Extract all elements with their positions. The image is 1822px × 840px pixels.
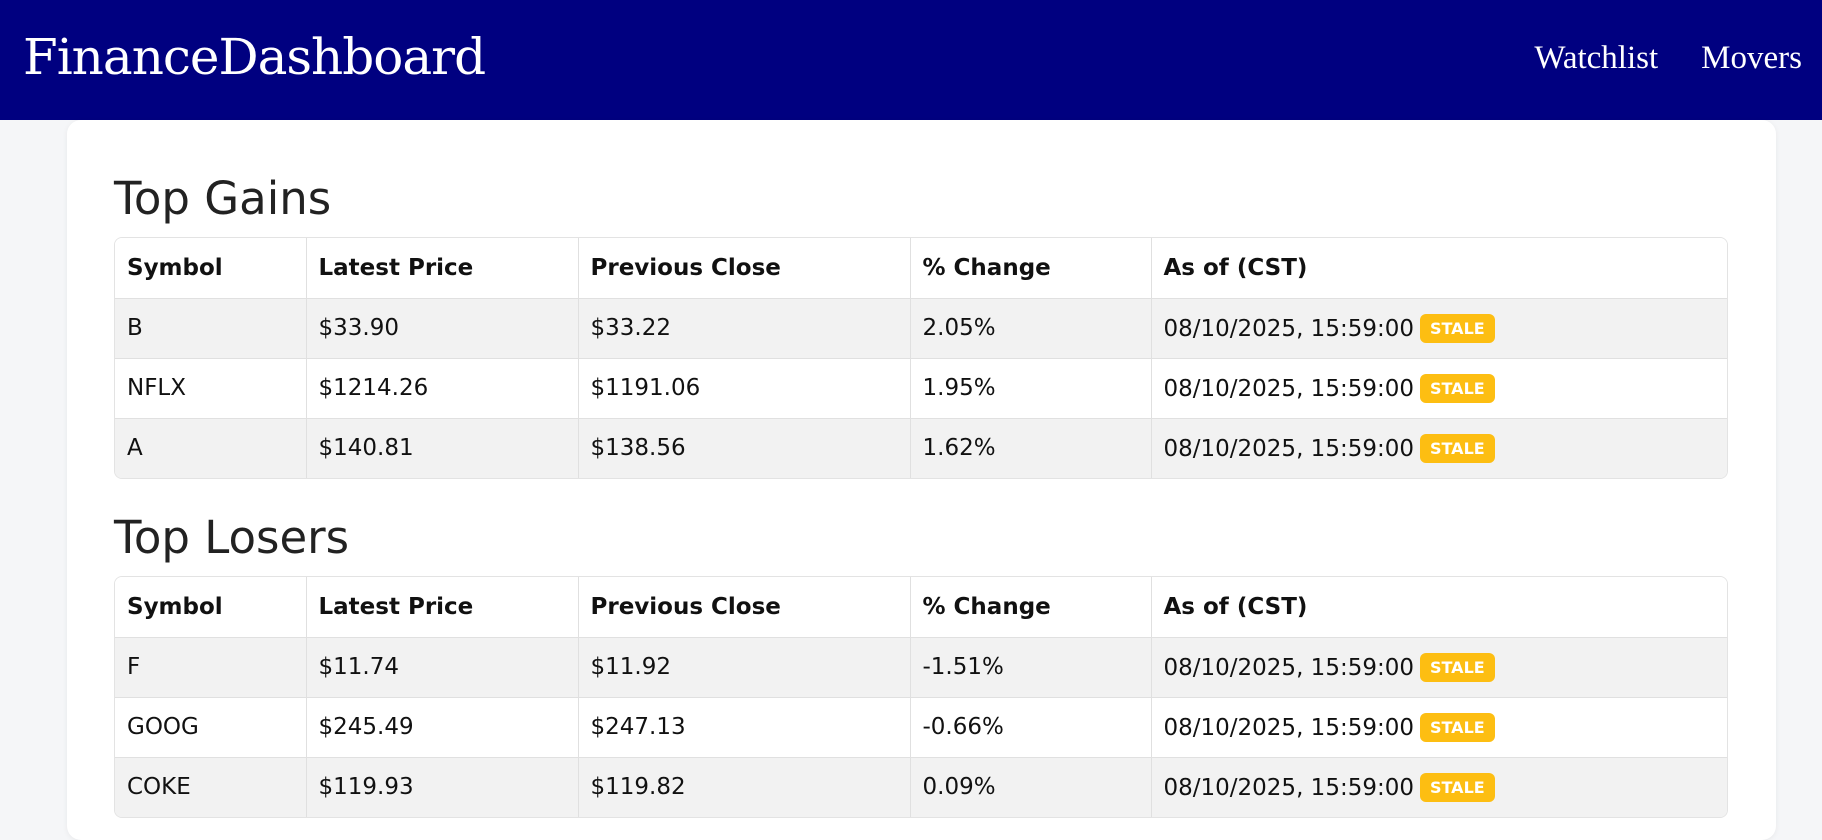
top-losers-table: Symbol Latest Price Previous Close % Cha… [114, 576, 1728, 818]
cell-latest-price: $11.74 [306, 637, 579, 698]
cell-previous-close: $33.22 [578, 298, 911, 359]
table-row: A $140.81 $138.56 1.62% 08/10/2025, 15:5… [115, 418, 1727, 478]
cell-latest-price: $1214.26 [306, 358, 579, 419]
cell-symbol: GOOG [115, 697, 307, 758]
cell-change: 1.62% [910, 418, 1152, 478]
as-of-text: 08/10/2025, 15:59:00 [1163, 435, 1414, 462]
table-row: F $11.74 $11.92 -1.51% 08/10/2025, 15:59… [115, 637, 1727, 698]
nav-link-movers[interactable]: Movers [1701, 39, 1802, 76]
column-header-as-of: As of (CST) [1151, 238, 1727, 299]
as-of-text: 08/10/2025, 15:59:00 [1163, 375, 1414, 402]
top-gains-table: Symbol Latest Price Previous Close % Cha… [114, 237, 1728, 479]
table-row: GOOG $245.49 $247.13 -0.66% 08/10/2025, … [115, 697, 1727, 758]
column-header-latest-price: Latest Price [306, 577, 579, 638]
as-of-text: 08/10/2025, 15:59:00 [1163, 774, 1414, 801]
cell-symbol: COKE [115, 757, 307, 817]
column-header-previous-close: Previous Close [578, 238, 911, 299]
cell-previous-close: $1191.06 [578, 358, 911, 419]
table-row: B $33.90 $33.22 2.05% 08/10/2025, 15:59:… [115, 298, 1727, 359]
cell-symbol: NFLX [115, 358, 307, 419]
cell-as-of: 08/10/2025, 15:59:00 STALE [1151, 358, 1727, 419]
cell-symbol: F [115, 637, 307, 698]
cell-as-of: 08/10/2025, 15:59:00 STALE [1151, 637, 1727, 698]
top-gains-title: Top Gains [114, 172, 332, 225]
column-header-symbol: Symbol [115, 238, 307, 299]
cell-change: -0.66% [910, 697, 1152, 758]
main-card: Top Gains Symbol Latest Price Previous C… [67, 120, 1776, 840]
stale-badge: STALE [1419, 313, 1495, 343]
table-header-row: Symbol Latest Price Previous Close % Cha… [115, 238, 1727, 299]
column-header-change: % Change [910, 238, 1152, 299]
as-of-text: 08/10/2025, 15:59:00 [1163, 654, 1414, 681]
cell-change: 1.95% [910, 358, 1152, 419]
cell-latest-price: $245.49 [306, 697, 579, 758]
cell-previous-close: $11.92 [578, 637, 911, 698]
cell-latest-price: $140.81 [306, 418, 579, 478]
cell-as-of: 08/10/2025, 15:59:00 STALE [1151, 757, 1727, 817]
nav-links: Watchlist Movers [1534, 40, 1802, 77]
column-header-change: % Change [910, 577, 1152, 638]
as-of-text: 08/10/2025, 15:59:00 [1163, 714, 1414, 741]
cell-latest-price: $33.90 [306, 298, 579, 359]
stale-badge: STALE [1419, 433, 1495, 463]
cell-previous-close: $247.13 [578, 697, 911, 758]
stale-badge: STALE [1419, 373, 1495, 403]
cell-change: -1.51% [910, 637, 1152, 698]
cell-previous-close: $119.82 [578, 757, 911, 817]
brand-title[interactable]: FinanceDashboard [23, 28, 486, 86]
cell-as-of: 08/10/2025, 15:59:00 STALE [1151, 298, 1727, 359]
table-header-row: Symbol Latest Price Previous Close % Cha… [115, 577, 1727, 638]
column-header-symbol: Symbol [115, 577, 307, 638]
cell-symbol: B [115, 298, 307, 359]
as-of-text: 08/10/2025, 15:59:00 [1163, 315, 1414, 342]
nav-link-watchlist[interactable]: Watchlist [1534, 39, 1659, 76]
cell-change: 0.09% [910, 757, 1152, 817]
cell-change: 2.05% [910, 298, 1152, 359]
cell-as-of: 08/10/2025, 15:59:00 STALE [1151, 697, 1727, 758]
stale-badge: STALE [1419, 712, 1495, 742]
table-row: COKE $119.93 $119.82 0.09% 08/10/2025, 1… [115, 757, 1727, 817]
top-losers-title: Top Losers [114, 511, 350, 564]
column-header-latest-price: Latest Price [306, 238, 579, 299]
table-row: NFLX $1214.26 $1191.06 1.95% 08/10/2025,… [115, 358, 1727, 419]
column-header-as-of: As of (CST) [1151, 577, 1727, 638]
top-navbar: FinanceDashboard Watchlist Movers [0, 0, 1822, 120]
column-header-previous-close: Previous Close [578, 577, 911, 638]
cell-previous-close: $138.56 [578, 418, 911, 478]
cell-symbol: A [115, 418, 307, 478]
stale-badge: STALE [1419, 772, 1495, 802]
stale-badge: STALE [1419, 652, 1495, 682]
cell-as-of: 08/10/2025, 15:59:00 STALE [1151, 418, 1727, 478]
cell-latest-price: $119.93 [306, 757, 579, 817]
